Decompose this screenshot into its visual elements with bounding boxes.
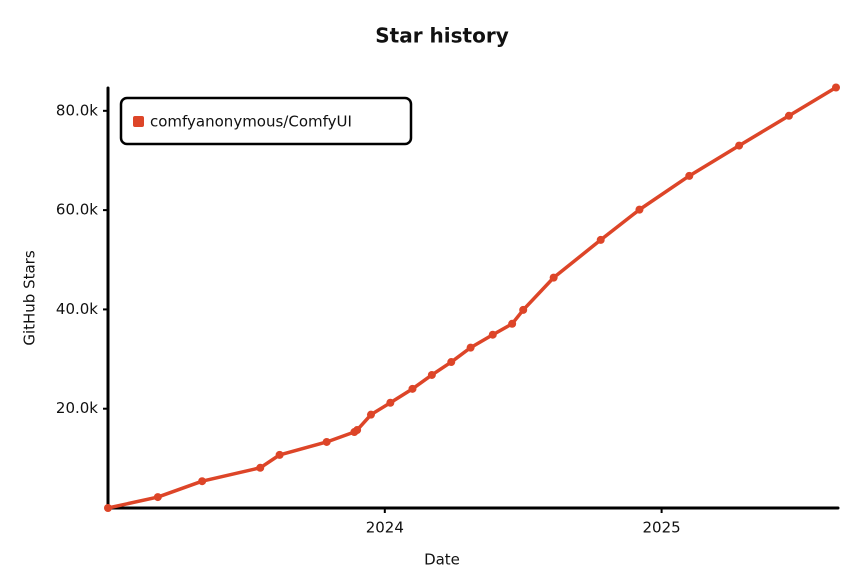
data-point — [104, 504, 112, 512]
x-tick-label: 2025 — [643, 519, 681, 537]
y-tick-label: 20.0k — [56, 399, 98, 417]
data-point — [596, 235, 605, 244]
data-point — [519, 305, 528, 314]
legend-swatch — [133, 116, 144, 127]
data-point — [153, 493, 162, 502]
data-point — [549, 273, 558, 282]
chart-title: Star history — [375, 24, 509, 48]
data-point — [832, 83, 840, 92]
data-point — [447, 358, 456, 367]
y-tick-label: 80.0k — [56, 101, 98, 119]
data-point — [386, 398, 395, 407]
data-point — [784, 111, 793, 120]
x-tick-label: 2024 — [366, 519, 404, 537]
data-point — [322, 437, 331, 446]
data-point — [366, 410, 375, 419]
data-point — [408, 384, 417, 393]
data-point — [635, 205, 644, 214]
data-point — [466, 343, 475, 352]
data-point — [735, 141, 744, 150]
y-tick-label: 40.0k — [56, 300, 98, 318]
data-point — [256, 463, 265, 472]
x-axis-label: Date — [424, 551, 460, 569]
legend-box — [119, 96, 413, 146]
legend-label: comfyanonymous/ComfyUI — [150, 113, 352, 131]
data-point — [427, 370, 436, 379]
data-point — [488, 330, 497, 339]
y-tick-label: 60.0k — [56, 201, 98, 219]
data-point — [275, 450, 284, 459]
data-point — [353, 426, 362, 435]
data-point — [685, 171, 694, 180]
data-point — [198, 477, 207, 486]
data-point — [508, 319, 517, 328]
series-line — [106, 85, 838, 510]
y-axis-label: GitHub Stars — [21, 250, 39, 346]
